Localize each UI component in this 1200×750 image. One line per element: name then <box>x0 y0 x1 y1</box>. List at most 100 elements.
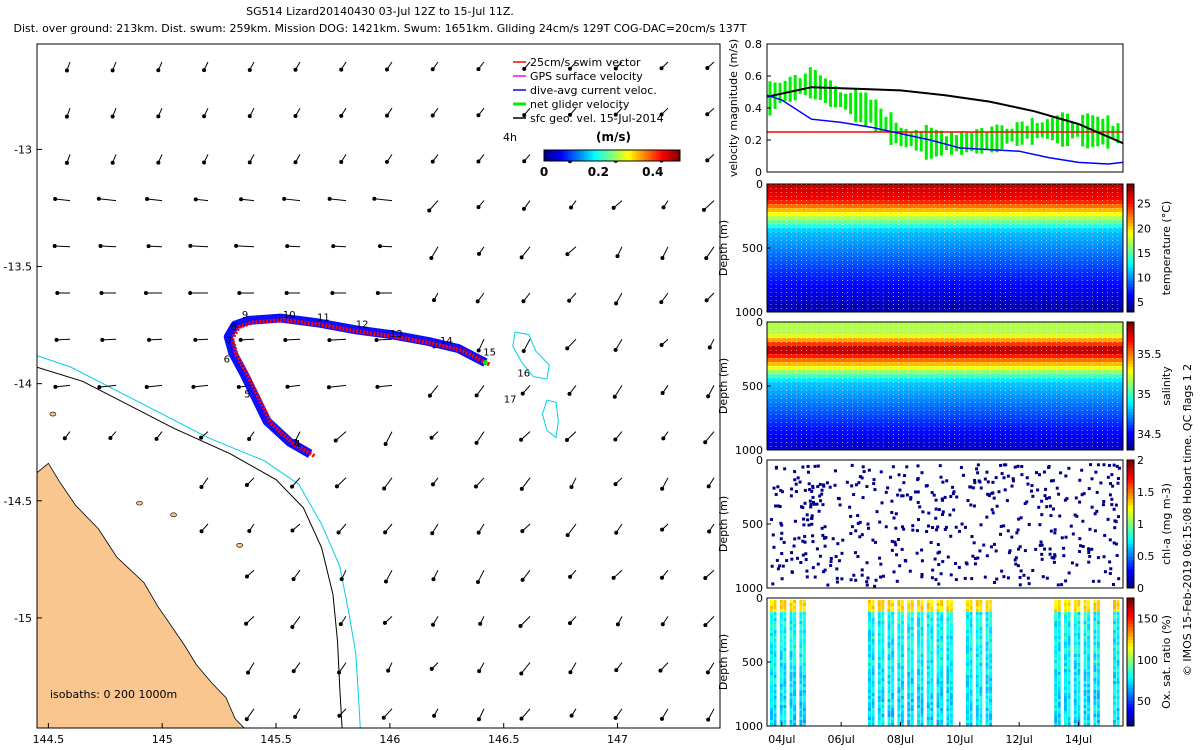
oxygen-point <box>773 678 777 681</box>
oxygen-point <box>975 669 979 672</box>
section-colorbar-frame <box>1126 459 1135 589</box>
chl-point <box>1102 463 1106 467</box>
oxygen-point <box>770 684 773 687</box>
oxygen-point <box>891 708 895 711</box>
section-colorbar-cell <box>1127 617 1134 621</box>
chl-point <box>858 520 862 524</box>
oxygen-point <box>1067 702 1071 705</box>
oxygen-point <box>940 615 944 618</box>
oxygen-point <box>770 693 773 696</box>
oxygen-point <box>926 663 930 666</box>
chl-point <box>916 518 920 522</box>
oxygen-point <box>917 681 920 684</box>
oxygen-point <box>783 657 787 660</box>
oxygen-point <box>1087 630 1091 633</box>
oxygen-point <box>770 657 773 660</box>
oxygen-point <box>917 627 920 630</box>
chl-point <box>975 467 979 471</box>
net-velocity-bar <box>924 125 928 160</box>
oxygen-point <box>789 705 793 708</box>
oxygen-point <box>783 642 787 645</box>
oxygen-point <box>907 675 911 678</box>
chl-point <box>813 464 817 468</box>
oxygen-point <box>802 714 806 717</box>
oxygen-point <box>779 714 783 717</box>
chl-point <box>1074 496 1078 500</box>
oxygen-point <box>1054 606 1058 609</box>
oxygen-point <box>946 636 950 639</box>
current-arrow <box>100 245 117 248</box>
oxygen-point <box>1087 618 1091 621</box>
oxygen-point <box>946 690 950 693</box>
chl-point <box>1070 561 1074 565</box>
oxygen-point <box>868 672 871 675</box>
map-frame <box>36 43 721 729</box>
current-arrow-head <box>199 529 204 534</box>
oxygen-point <box>1077 681 1081 684</box>
oxygen-point <box>877 714 881 717</box>
oxygen-point <box>793 633 797 636</box>
legend-item: dive-avg current veloc. <box>530 84 657 97</box>
oxygen-point <box>985 699 989 702</box>
section-colorbar-cell <box>1127 636 1134 641</box>
oxygen-point <box>969 651 973 654</box>
section-colorbar-cell <box>1127 722 1134 727</box>
oxygen-point <box>930 648 934 651</box>
day-label: 6 <box>224 355 230 366</box>
current-arrow-head <box>659 300 664 305</box>
oxygen-point <box>868 633 871 636</box>
chl-point <box>937 550 941 554</box>
current-arrow-head <box>427 393 432 398</box>
oxygen-point <box>936 714 940 717</box>
colorbar-cell <box>622 150 625 161</box>
colorbar-cell <box>632 150 635 161</box>
oxygen-point <box>887 660 891 663</box>
oxygen-point <box>868 669 871 672</box>
oxygen-point <box>946 627 950 630</box>
oxygen-point <box>871 624 875 627</box>
chl-point <box>1040 513 1044 517</box>
oxygen-point <box>917 669 920 672</box>
oxygen-point <box>969 618 973 621</box>
oxygen-point <box>897 708 901 711</box>
current-arrow-head <box>613 66 618 71</box>
oxygen-point <box>920 699 924 702</box>
oxygen-point <box>985 690 989 693</box>
oxygen-point <box>900 654 904 657</box>
oxygen-point <box>936 612 940 615</box>
oxygen-point <box>989 630 993 633</box>
oxygen-point <box>985 621 989 624</box>
chl-point <box>987 494 991 498</box>
date-tick: 10Jul <box>946 733 973 746</box>
oxygen-point <box>1064 666 1067 669</box>
oxygen-point <box>779 672 783 675</box>
oxygen-point <box>907 696 911 699</box>
oxygen-point <box>1057 603 1061 606</box>
oxygen-point <box>979 696 983 699</box>
section-colorbar-cell <box>1127 626 1134 631</box>
oxygen-point <box>770 702 773 705</box>
chl-point <box>1112 463 1116 467</box>
oxygen-point <box>1116 720 1120 723</box>
current-arrow-head <box>705 158 710 163</box>
oxygen-point <box>1093 627 1097 630</box>
chl-point <box>951 485 955 489</box>
oxygen-point <box>871 687 875 690</box>
oxygen-point <box>881 651 885 654</box>
oxygen-point <box>1073 702 1077 705</box>
oxygen-point <box>868 684 871 687</box>
net-velocity-bar <box>965 132 969 153</box>
oxygen-point <box>779 627 783 630</box>
oxygen-point <box>871 699 875 702</box>
current-arrow <box>567 523 577 536</box>
chl-point <box>1056 583 1060 587</box>
current-arrow-head <box>336 530 341 535</box>
oxygen-point <box>887 684 891 687</box>
oxygen-point <box>1093 636 1097 639</box>
oxygen-point <box>783 723 787 726</box>
oxygen-point <box>877 663 881 666</box>
oxygen-point <box>881 654 885 657</box>
current-arrow-head <box>199 485 204 490</box>
